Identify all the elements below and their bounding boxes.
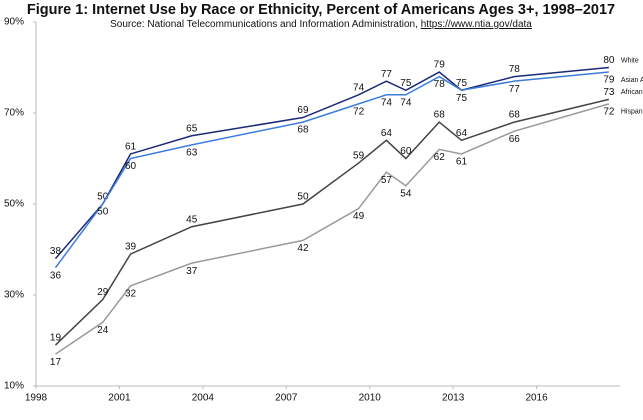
- data-label: 75: [456, 93, 468, 104]
- data-label: 79: [603, 75, 615, 86]
- data-label: 68: [434, 110, 446, 121]
- data-label: 50: [97, 207, 109, 218]
- data-label: 64: [381, 128, 393, 139]
- y-tick-label: 70%: [4, 108, 24, 119]
- data-label: 19: [50, 333, 62, 344]
- x-tick-label: 2010: [359, 393, 382, 404]
- data-label: 36: [50, 270, 62, 281]
- x-tick-label: 1998: [25, 393, 48, 404]
- data-label: 74: [353, 82, 365, 93]
- data-label: 60: [400, 146, 412, 157]
- data-label: 75: [456, 78, 468, 89]
- chart-subtitle: Source: National Telecommunications and …: [110, 19, 532, 30]
- data-label: 78: [509, 64, 521, 75]
- data-label: 61: [456, 157, 468, 168]
- data-label: 79: [434, 60, 446, 71]
- x-tick-label: 2004: [192, 393, 215, 404]
- data-label: 17: [50, 357, 62, 368]
- data-label: 24: [97, 325, 109, 336]
- data-label: 77: [381, 69, 393, 80]
- data-label: 50: [297, 192, 309, 203]
- series-line: [54, 66, 609, 260]
- series-name: White: [621, 57, 639, 64]
- data-label: 29: [97, 287, 109, 298]
- series-line: [55, 103, 610, 355]
- series-name: Hispanic: [621, 109, 643, 116]
- data-label: 74: [381, 97, 393, 108]
- chart-title: Figure 1: Internet Use by Race or Ethnic…: [27, 2, 615, 18]
- data-label: 68: [509, 110, 521, 121]
- series-name: African American: [621, 89, 643, 96]
- data-label: 77: [509, 84, 521, 95]
- data-label: 50: [97, 192, 109, 203]
- y-tick-label: 50%: [4, 199, 24, 210]
- data-label: 57: [381, 175, 393, 186]
- data-label: 80: [603, 55, 615, 66]
- y-tick-label: 10%: [4, 381, 24, 392]
- data-label: 63: [186, 147, 198, 158]
- x-tick-label: 2007: [275, 393, 298, 404]
- data-label: 73: [603, 87, 615, 98]
- data-label: 78: [434, 79, 446, 90]
- data-label: 72: [353, 107, 365, 118]
- data-label: 39: [125, 242, 137, 253]
- data-label: 62: [434, 152, 446, 163]
- data-label: 65: [186, 123, 198, 134]
- x-tick-label: 2013: [442, 393, 465, 404]
- data-label: 54: [400, 188, 412, 199]
- source-link[interactable]: https://www.ntia.gov/data: [421, 19, 533, 30]
- data-label: 68: [297, 125, 309, 136]
- data-label: 69: [297, 105, 309, 116]
- data-label: 64: [456, 128, 468, 139]
- data-label: 60: [125, 161, 137, 172]
- data-label: 61: [125, 142, 137, 153]
- y-tick-label: 30%: [4, 290, 24, 301]
- data-label: 66: [509, 134, 521, 145]
- data-label: 45: [186, 214, 198, 225]
- data-label: 38: [50, 246, 62, 257]
- data-label: 74: [400, 97, 412, 108]
- data-label: 59: [353, 151, 365, 162]
- y-tick-label: 90%: [4, 17, 24, 28]
- series-line: [54, 71, 609, 269]
- series-line: [54, 98, 610, 346]
- data-label: 42: [297, 243, 309, 254]
- data-label: 32: [125, 289, 137, 300]
- x-tick-label: 2016: [525, 393, 548, 404]
- subtitle: Source: National Telecommunications and …: [110, 19, 418, 30]
- data-label: 37: [186, 266, 198, 277]
- data-label: 72: [603, 107, 615, 118]
- data-label: 75: [400, 78, 412, 89]
- series-name: Asian American: [621, 77, 643, 84]
- data-label: 49: [353, 211, 365, 222]
- x-tick-label: 2001: [108, 393, 131, 404]
